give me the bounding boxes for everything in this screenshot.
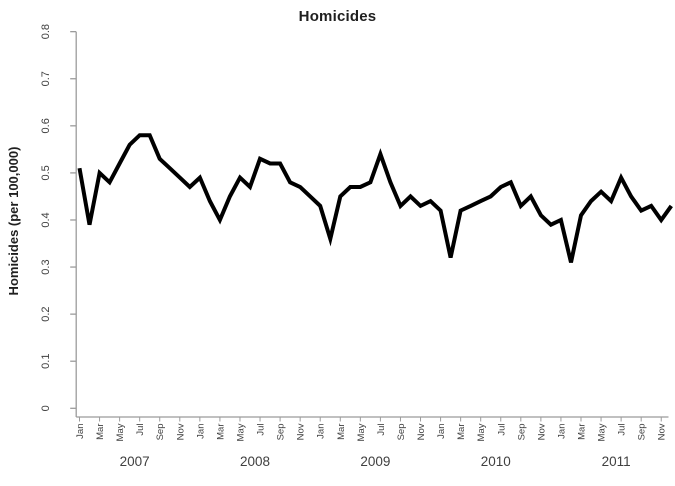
- x-month-label: Jan: [316, 424, 327, 439]
- x-month-label: Mar: [577, 424, 588, 440]
- x-month-label: Nov: [416, 423, 427, 440]
- x-month-label: Sep: [276, 424, 287, 441]
- x-month-label: May: [476, 423, 487, 441]
- x-month-label: Nov: [657, 423, 668, 440]
- x-month-label: Jul: [496, 424, 507, 436]
- x-month-label: Sep: [637, 424, 648, 441]
- x-month-label: Sep: [155, 424, 166, 441]
- x-month-label: May: [597, 423, 608, 441]
- x-month-label: Mar: [95, 424, 106, 440]
- x-month-label: Sep: [396, 424, 407, 441]
- x-month-label: Jan: [436, 424, 447, 439]
- x-month-label: Jul: [256, 424, 267, 436]
- x-month-label: Mar: [456, 424, 467, 440]
- x-month-label: Nov: [296, 423, 307, 440]
- x-year-label: 2010: [481, 454, 511, 469]
- x-month-label: Jul: [376, 424, 387, 436]
- x-month-label: Nov: [536, 423, 547, 440]
- y-tick-label: 0.6: [40, 118, 52, 133]
- y-axis-title: Homicides (per 100,000): [6, 146, 21, 296]
- y-tick-label: 0.7: [40, 71, 52, 86]
- x-month-label: Jan: [75, 424, 86, 439]
- x-month-label: Mar: [336, 424, 347, 440]
- x-month-label: Jan: [556, 424, 567, 439]
- x-month-label: May: [235, 423, 246, 441]
- x-month-label: May: [115, 423, 126, 441]
- x-year-label: 2008: [240, 454, 270, 469]
- homicides-series-line: [77, 133, 673, 263]
- chart-title: Homicides: [298, 8, 377, 25]
- y-tick-label: 0.1: [40, 354, 52, 369]
- x-month-label: Nov: [175, 423, 186, 440]
- y-tick-label: 0: [40, 405, 52, 411]
- y-tick-label: 0.5: [40, 165, 52, 180]
- x-month-label: Jan: [195, 424, 206, 439]
- y-tick-label: 0.3: [40, 259, 52, 274]
- x-year-label: 2007: [120, 454, 150, 469]
- y-tick-label: 0.4: [40, 212, 52, 227]
- x-month-label: May: [356, 423, 367, 441]
- x-month-label: Jul: [135, 424, 146, 436]
- x-year-label: 2011: [602, 454, 631, 469]
- y-tick-label: 0.8: [40, 24, 52, 39]
- x-month-label: Sep: [516, 424, 527, 441]
- y-tick-label: 0.2: [40, 306, 52, 321]
- x-month-label: Jul: [617, 424, 628, 436]
- x-year-label: 2009: [360, 454, 390, 469]
- x-month-label: Mar: [215, 424, 226, 440]
